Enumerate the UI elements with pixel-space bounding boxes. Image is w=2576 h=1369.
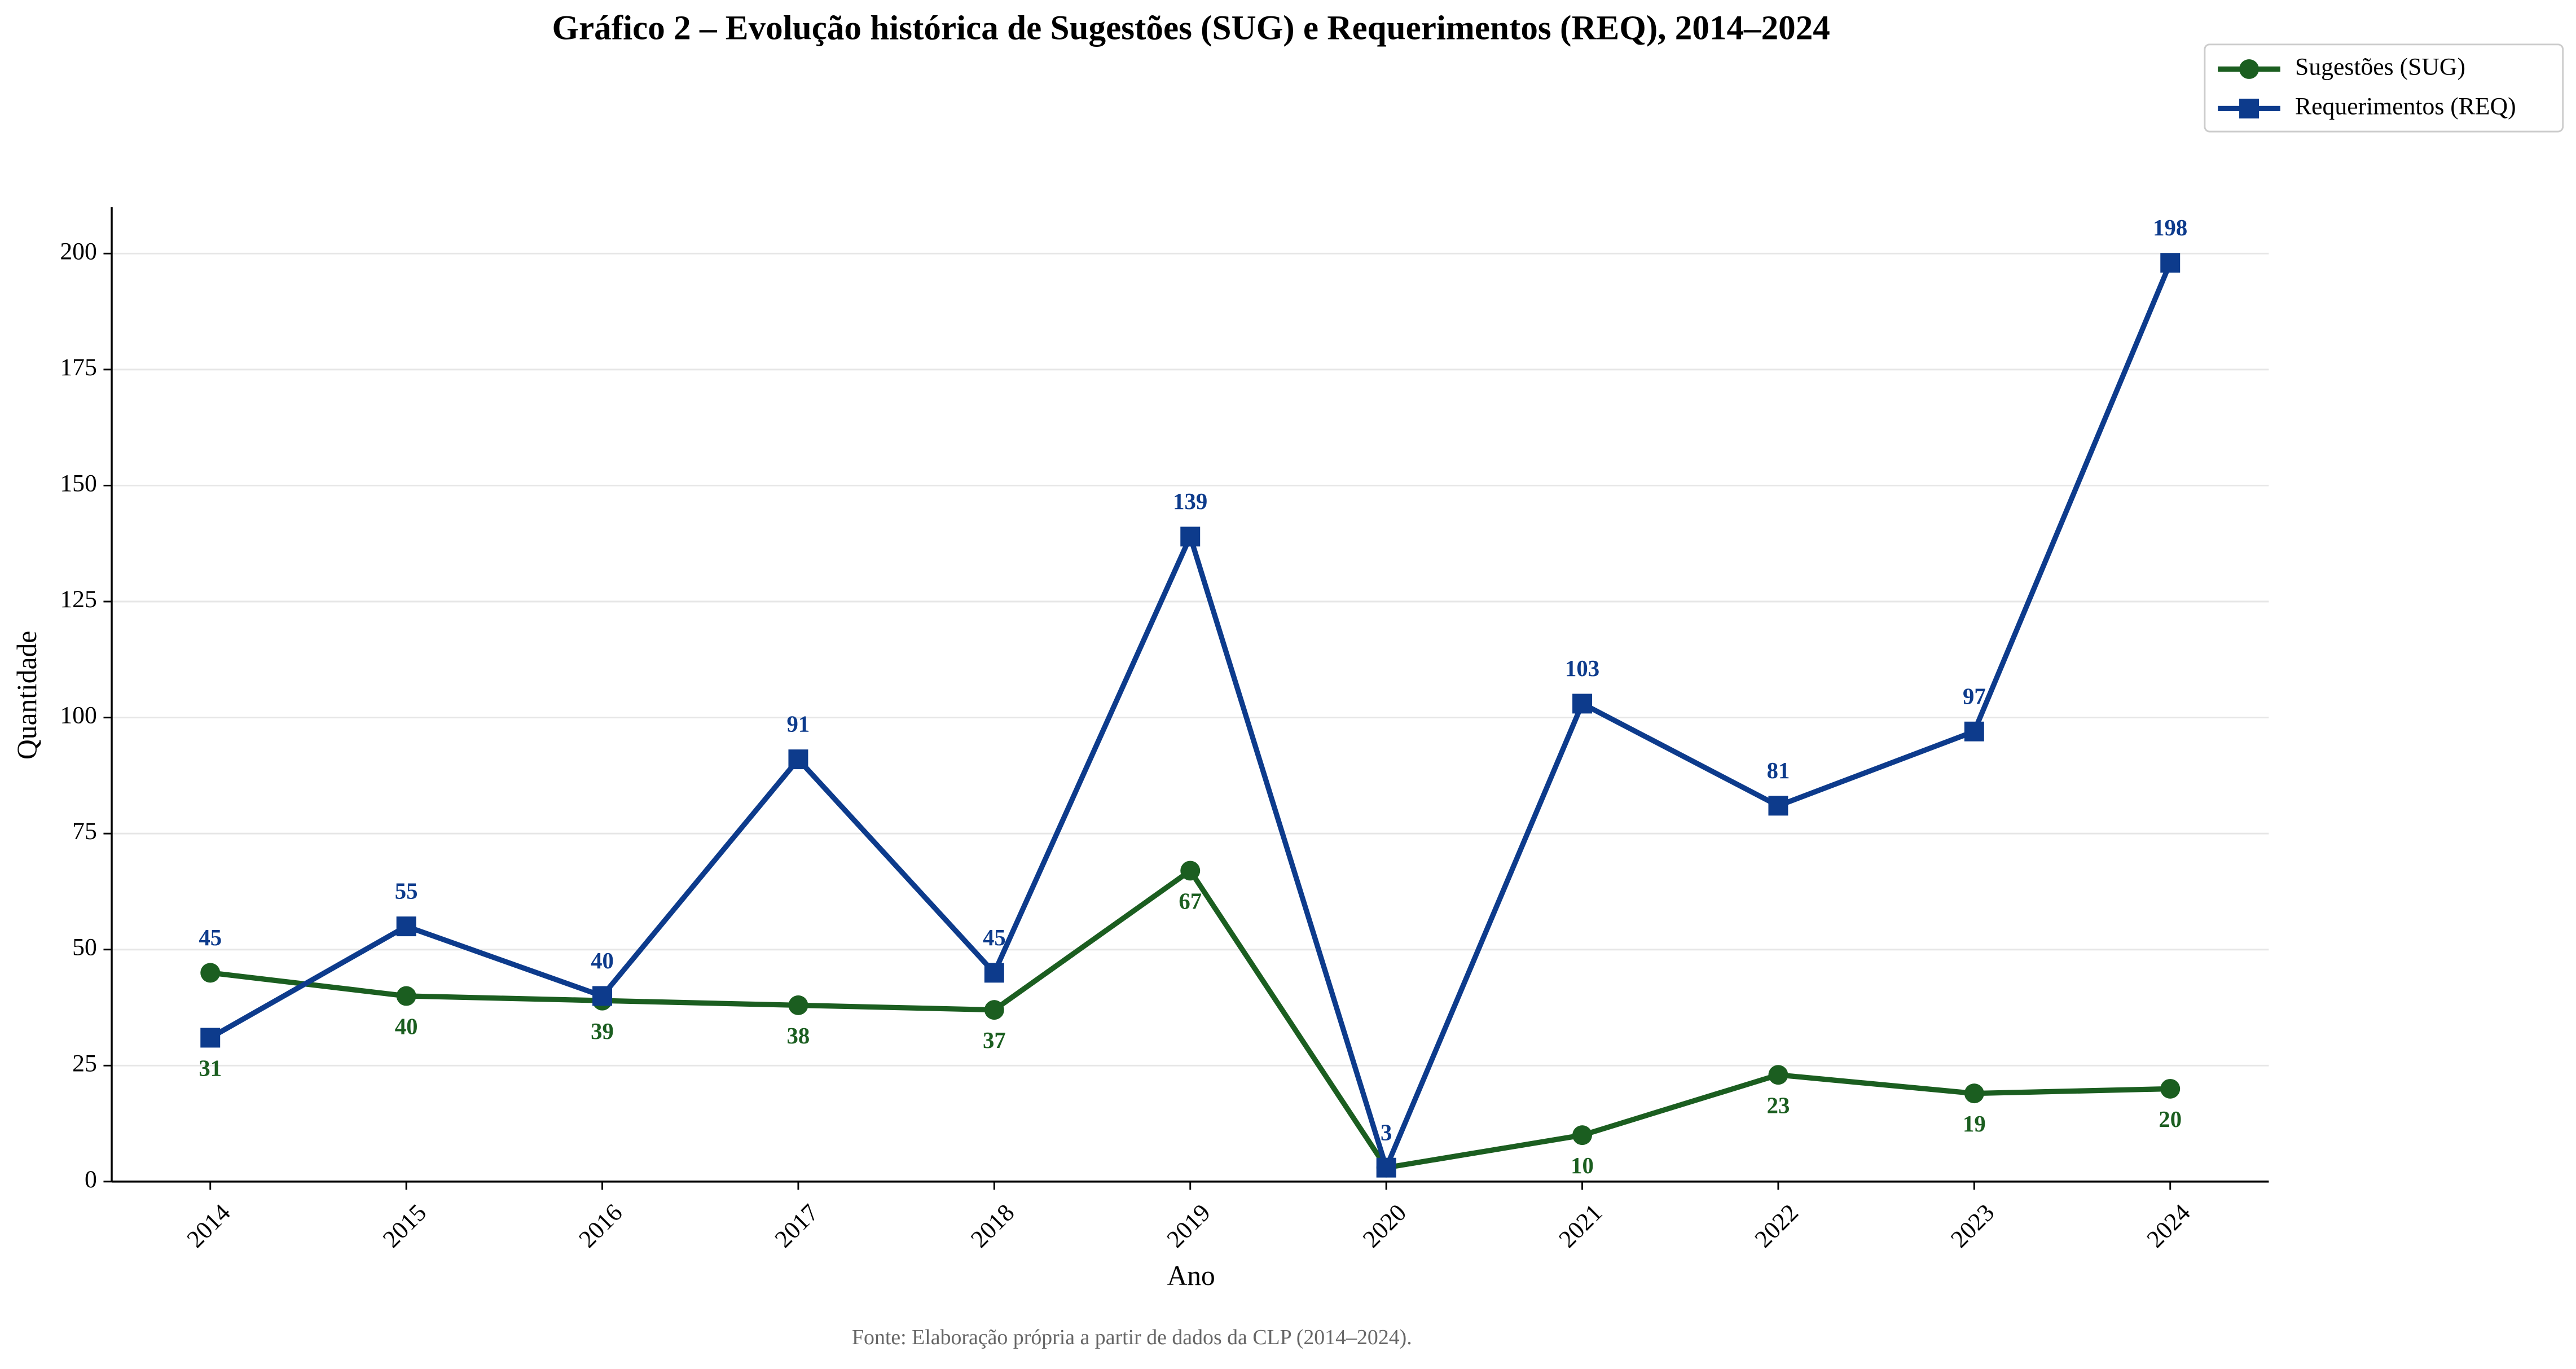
marker xyxy=(1964,1083,1984,1104)
x-tick-label: 2016 xyxy=(574,1199,628,1253)
marker xyxy=(1572,694,1593,714)
marker xyxy=(1180,526,1201,547)
legend: Sugestões (SUG) Requerimentos (REQ) xyxy=(2204,43,2564,133)
y-tick-label: 50 xyxy=(72,934,97,961)
value-label: 31 xyxy=(199,1056,222,1081)
value-label: 45 xyxy=(199,925,222,950)
value-label: 19 xyxy=(1963,1111,1986,1137)
value-label: 97 xyxy=(1963,683,1986,709)
marker xyxy=(592,986,613,1006)
value-label: 103 xyxy=(1565,656,1599,681)
x-tick-label: 2019 xyxy=(1162,1199,1216,1253)
marker xyxy=(1376,1157,1396,1178)
value-label: 40 xyxy=(591,948,614,973)
value-label: 20 xyxy=(2159,1107,2182,1132)
y-tick-label: 75 xyxy=(72,818,97,845)
y-tick-label: 175 xyxy=(60,354,96,381)
marker xyxy=(2160,253,2181,273)
marker xyxy=(1572,1125,1593,1146)
marker xyxy=(200,1028,221,1048)
value-label: 38 xyxy=(787,1023,810,1048)
marker xyxy=(1964,721,1984,741)
x-tick-label: 2024 xyxy=(2142,1199,2196,1253)
x-tick-label: 2021 xyxy=(1554,1199,1608,1253)
marker xyxy=(788,749,808,770)
marker xyxy=(396,986,416,1006)
value-label: 45 xyxy=(983,925,1006,950)
value-label: 23 xyxy=(1767,1092,1790,1118)
x-tick-label: 2022 xyxy=(1749,1199,1804,1253)
legend-box xyxy=(2204,43,2564,133)
y-axis-label: Quantidade xyxy=(11,631,42,760)
marker xyxy=(396,916,416,937)
marker xyxy=(2160,1078,2181,1099)
y-tick-label: 150 xyxy=(60,470,96,497)
legend-marker xyxy=(2239,98,2259,119)
y-tick-label: 25 xyxy=(72,1050,97,1077)
x-tick-label: 2014 xyxy=(182,1199,236,1253)
value-label: 67 xyxy=(1179,889,1202,914)
series-line xyxy=(210,868,2170,1170)
marker xyxy=(1768,1065,1788,1085)
y-tick-label: 200 xyxy=(60,238,96,265)
value-label: 10 xyxy=(1571,1153,1594,1178)
x-tick-label: 2023 xyxy=(1946,1199,2000,1253)
x-tick-label: 2017 xyxy=(770,1199,824,1253)
marker xyxy=(984,963,1004,983)
legend-label: Sugestões (SUG) xyxy=(2295,53,2465,80)
marker xyxy=(1180,861,1201,881)
value-label: 139 xyxy=(1173,489,1207,514)
series-line xyxy=(209,261,2173,1170)
source-note: Fonte: Elaboração própria a partir de da… xyxy=(852,1326,1412,1349)
x-tick-label: 2020 xyxy=(1357,1199,1412,1253)
marker xyxy=(984,1000,1004,1020)
chart-title: Gráfico 2 – Evolução histórica de Sugest… xyxy=(552,10,1830,47)
value-label: 40 xyxy=(395,1014,418,1039)
marker xyxy=(200,963,221,983)
y-tick-label: 100 xyxy=(60,702,96,729)
value-label: 198 xyxy=(2153,215,2187,240)
value-label: 81 xyxy=(1767,758,1790,783)
value-label: 91 xyxy=(787,712,810,737)
x-tick-label: 2018 xyxy=(966,1199,1020,1253)
y-tick-label: 0 xyxy=(85,1166,97,1193)
y-tick-label: 125 xyxy=(60,586,96,613)
value-label: 39 xyxy=(591,1019,614,1044)
legend-marker xyxy=(2239,59,2259,79)
value-label: 55 xyxy=(395,879,418,904)
value-label: 37 xyxy=(983,1028,1006,1053)
legend-label: Requerimentos (REQ) xyxy=(2295,93,2516,120)
marker xyxy=(1768,796,1788,816)
marker xyxy=(788,995,808,1015)
x-axis-label: Ano xyxy=(1167,1260,1215,1291)
value-label: 3 xyxy=(1381,1120,1392,1145)
x-tick-label: 2015 xyxy=(377,1199,432,1253)
